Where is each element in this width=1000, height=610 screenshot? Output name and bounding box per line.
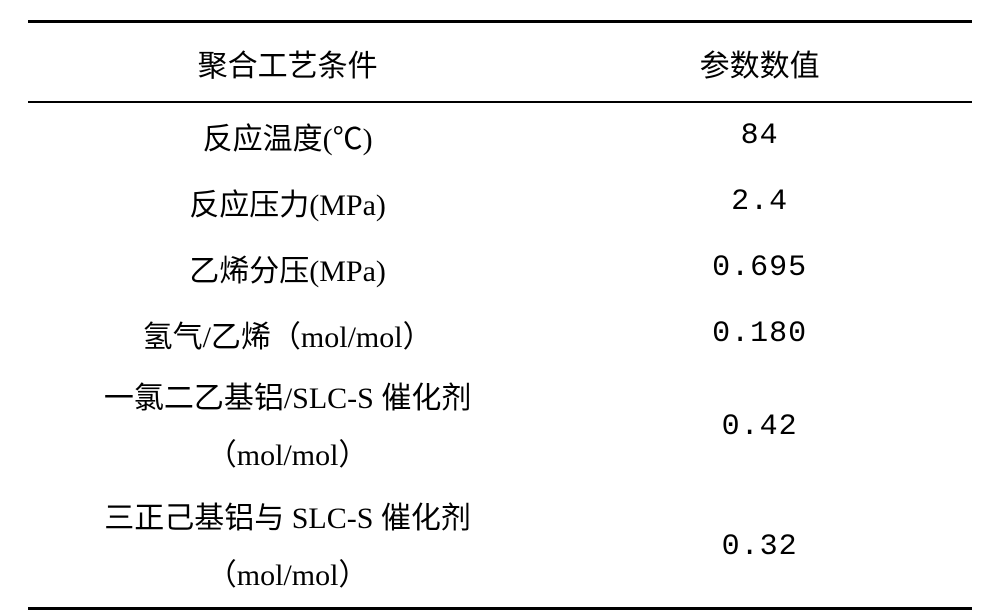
table-row: 氢气/乙烯（mol/mol）0.180 xyxy=(28,301,972,367)
row-label-line2: （mol/mol） xyxy=(28,547,547,604)
header-condition: 聚合工艺条件 xyxy=(28,22,547,103)
table-row: 乙烯分压(MPa)0.695 xyxy=(28,235,972,301)
row-value: 0.42 xyxy=(547,367,972,487)
row-label-line1: 一氯二乙基铝/SLC-S 催化剂 xyxy=(28,370,547,427)
row-label: 一氯二乙基铝/SLC-S 催化剂（mol/mol） xyxy=(28,367,547,487)
row-label: 反应温度(℃) xyxy=(28,102,547,169)
row-value: 84 xyxy=(547,102,972,169)
row-label: 反应压力(MPa) xyxy=(28,169,547,235)
table-row: 反应温度(℃)84 xyxy=(28,102,972,169)
row-label-line1: 三正己基铝与 SLC-S 催化剂 xyxy=(28,490,547,547)
table-row: 反应压力(MPa)2.4 xyxy=(28,169,972,235)
row-value: 0.32 xyxy=(547,487,972,609)
table-row: 一氯二乙基铝/SLC-S 催化剂（mol/mol）0.42 xyxy=(28,367,972,487)
row-value: 2.4 xyxy=(547,169,972,235)
table-header-row: 聚合工艺条件 参数数值 xyxy=(28,22,972,103)
table-row: 三正己基铝与 SLC-S 催化剂（mol/mol）0.32 xyxy=(28,487,972,609)
row-label: 乙烯分压(MPa) xyxy=(28,235,547,301)
header-value: 参数数值 xyxy=(547,22,972,103)
row-label: 三正己基铝与 SLC-S 催化剂（mol/mol） xyxy=(28,487,547,609)
row-label: 氢气/乙烯（mol/mol） xyxy=(28,301,547,367)
parameters-table: 聚合工艺条件 参数数值 反应温度(℃)84反应压力(MPa)2.4乙烯分压(MP… xyxy=(28,20,972,610)
row-value: 0.695 xyxy=(547,235,972,301)
row-value: 0.180 xyxy=(547,301,972,367)
row-label-line2: （mol/mol） xyxy=(28,427,547,484)
